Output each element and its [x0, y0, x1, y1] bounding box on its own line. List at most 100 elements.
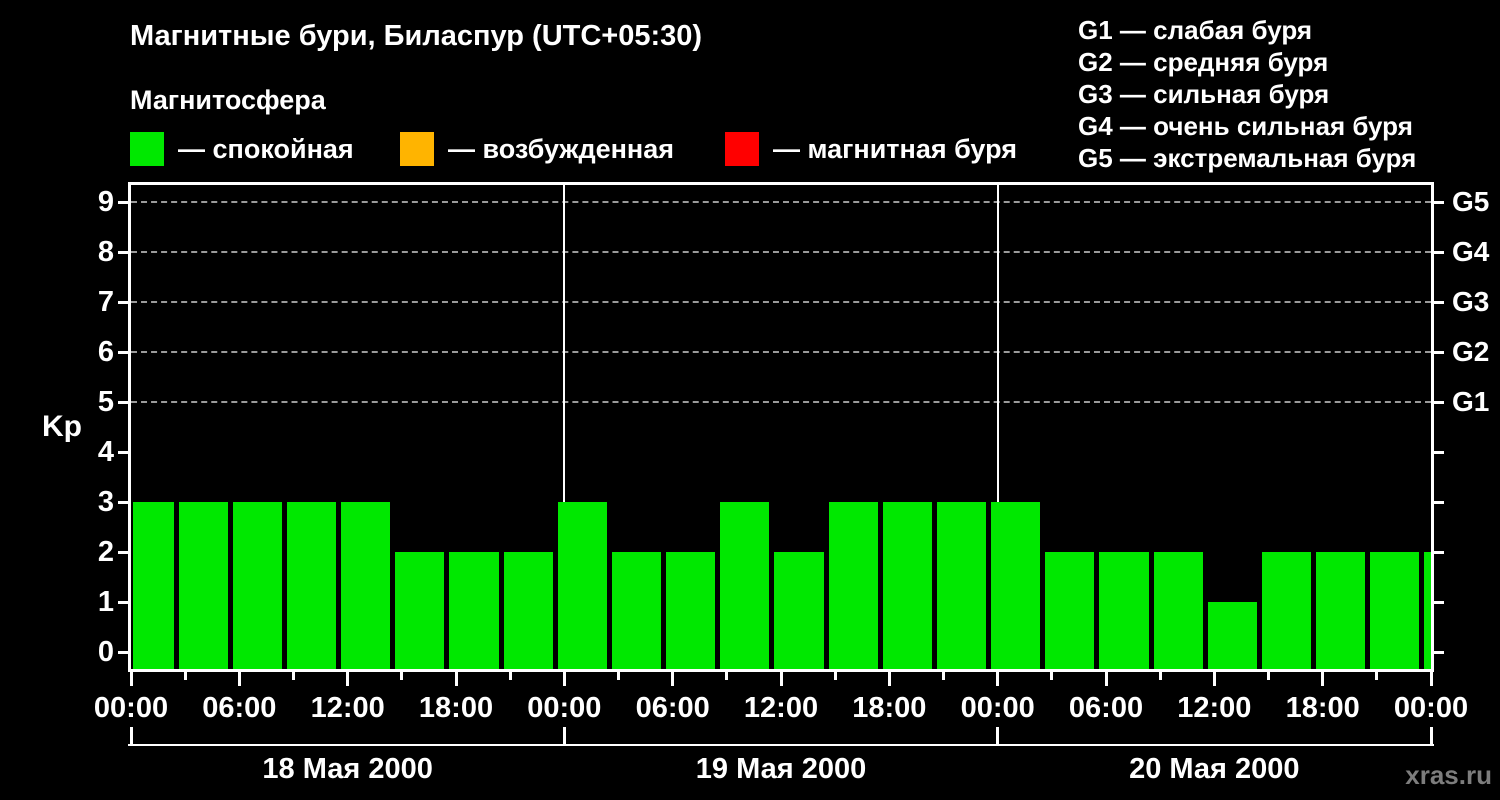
y-axis-tick-label: 0	[97, 636, 114, 668]
day-boundary-line	[996, 185, 999, 669]
storm-scale-g4: G4 — очень сильная буря	[1078, 111, 1413, 141]
date-label: 19 Мая 2000	[695, 753, 867, 785]
kp-bar	[1207, 602, 1257, 669]
kp-bar	[286, 502, 337, 669]
right-axis-tick	[1434, 651, 1444, 654]
storm-scale-g2: G2 — средняя буря	[1078, 47, 1329, 77]
kp-bar	[178, 502, 228, 669]
kp-bar	[232, 502, 282, 669]
storm-scale-g3: G3 — сильная буря	[1078, 79, 1330, 109]
y-axis-tick	[118, 451, 128, 454]
kp-bar	[666, 552, 716, 669]
x-axis-tick-label: 00:00	[527, 692, 602, 724]
x-axis-major-tick	[129, 672, 133, 686]
kp-bar	[1261, 552, 1312, 669]
y-axis-tick-label: 1	[97, 586, 114, 618]
kp-bar	[1424, 552, 1431, 669]
x-axis-tick-label: 18:00	[852, 692, 927, 724]
kp-bar	[503, 552, 553, 669]
y-axis-tick	[118, 251, 128, 254]
x-axis-major-tick	[671, 672, 675, 686]
x-axis-tick-label: 12:00	[1177, 692, 1252, 724]
x-axis-minor-tick	[183, 672, 187, 680]
day-bracket-line	[128, 744, 1434, 746]
kp-bar	[133, 502, 174, 669]
x-axis-major-tick	[887, 672, 891, 686]
x-axis-tick-label: 00:00	[1393, 692, 1469, 724]
y-axis-tick-label: 6	[97, 336, 114, 368]
y-axis-tick-label: 7	[97, 286, 114, 318]
x-axis-tick-label: 12:00	[743, 692, 819, 724]
date-label: 20 Мая 2000	[1129, 753, 1300, 785]
x-axis-major-tick	[996, 672, 1000, 686]
kp-bar	[828, 502, 878, 669]
x-axis-minor-tick	[292, 672, 295, 680]
x-axis-major-tick	[454, 672, 458, 686]
x-axis-tick-label: 06:00	[635, 692, 710, 724]
green-swatch-icon	[130, 132, 164, 166]
x-axis-minor-tick	[833, 672, 837, 680]
g-scale-label-g3: G3	[1452, 286, 1490, 317]
orange-swatch-icon	[400, 132, 434, 166]
gridline-kp9	[131, 201, 1431, 203]
storm-scale-legend: G1 — слабая буря G2 — средняя буря G3 — …	[1078, 14, 1416, 174]
legend-item-unsettled: — возбужденная	[400, 132, 674, 166]
x-axis-major-tick	[1104, 672, 1108, 686]
x-axis-major-tick	[779, 672, 783, 686]
legend-item-storm: — магнитная буря	[725, 132, 1017, 166]
right-axis-tick	[1434, 401, 1444, 404]
gridline-kp5	[131, 401, 1431, 403]
page-title: Магнитные бури, Биласпур (UTC+05:30)	[130, 20, 703, 52]
x-axis-major-tick	[1429, 672, 1433, 686]
gridline-kp8	[131, 251, 1431, 253]
kp-bar	[449, 552, 499, 669]
kp-bar	[720, 502, 770, 669]
right-axis-tick	[1434, 201, 1444, 204]
kp-bar	[882, 502, 932, 669]
y-axis-tick-label: 3	[97, 486, 114, 518]
day-boundary-line	[563, 185, 566, 669]
x-axis-major-tick	[1321, 672, 1325, 686]
x-axis-tick-label: 00:00	[960, 692, 1035, 724]
day-bracket-tick	[129, 727, 133, 745]
x-axis-tick-label: 12:00	[310, 692, 385, 724]
x-axis-minor-tick	[725, 672, 729, 680]
storm-scale-g1: G1 — слабая буря	[1078, 15, 1313, 45]
x-axis-minor-tick	[942, 672, 945, 680]
kp-bar	[936, 502, 987, 669]
x-axis-minor-tick	[1267, 672, 1270, 680]
kp-bar	[1153, 552, 1203, 669]
x-axis-tick-label: 18:00	[418, 692, 494, 724]
right-axis-tick	[1434, 601, 1444, 604]
gridline-kp7	[131, 301, 1431, 303]
y-axis-tick-label: 2	[97, 536, 114, 568]
y-axis-tick	[118, 401, 128, 404]
kp-bar	[611, 552, 662, 669]
x-axis-tick-label: 06:00	[202, 692, 277, 724]
magnetosphere-subtitle: Магнитосфера	[130, 85, 326, 115]
g-scale-label-g4: G4	[1452, 236, 1490, 267]
watermark: xras.ru	[1405, 760, 1492, 790]
x-axis-minor-tick	[1375, 672, 1379, 680]
gridline-kp6	[131, 351, 1431, 353]
x-axis-minor-tick	[1050, 672, 1054, 680]
right-axis-tick	[1434, 301, 1444, 304]
y-axis-tick-label: 9	[97, 186, 114, 218]
legend-label-quiet: — спокойная	[178, 133, 354, 164]
g-scale-label-g1: G1	[1452, 386, 1490, 417]
storm-scale-g5: G5 — экстремальная буря	[1078, 143, 1417, 173]
kp-bar	[774, 552, 824, 669]
kp-bar	[557, 502, 607, 669]
legend-label-unsettled: — возбужденная	[448, 133, 674, 164]
x-axis-major-tick	[237, 672, 241, 686]
kp-bar	[991, 502, 1041, 669]
kp-bar	[395, 552, 445, 669]
y-axis-tick-label: 4	[97, 436, 114, 468]
y-axis-tick	[118, 551, 128, 554]
x-axis-major-tick	[346, 672, 350, 686]
kp-bar	[1045, 552, 1095, 669]
day-bracket-tick	[1429, 727, 1433, 745]
x-axis-minor-tick	[617, 672, 620, 680]
x-axis-tick-label: 18:00	[1285, 692, 1360, 724]
